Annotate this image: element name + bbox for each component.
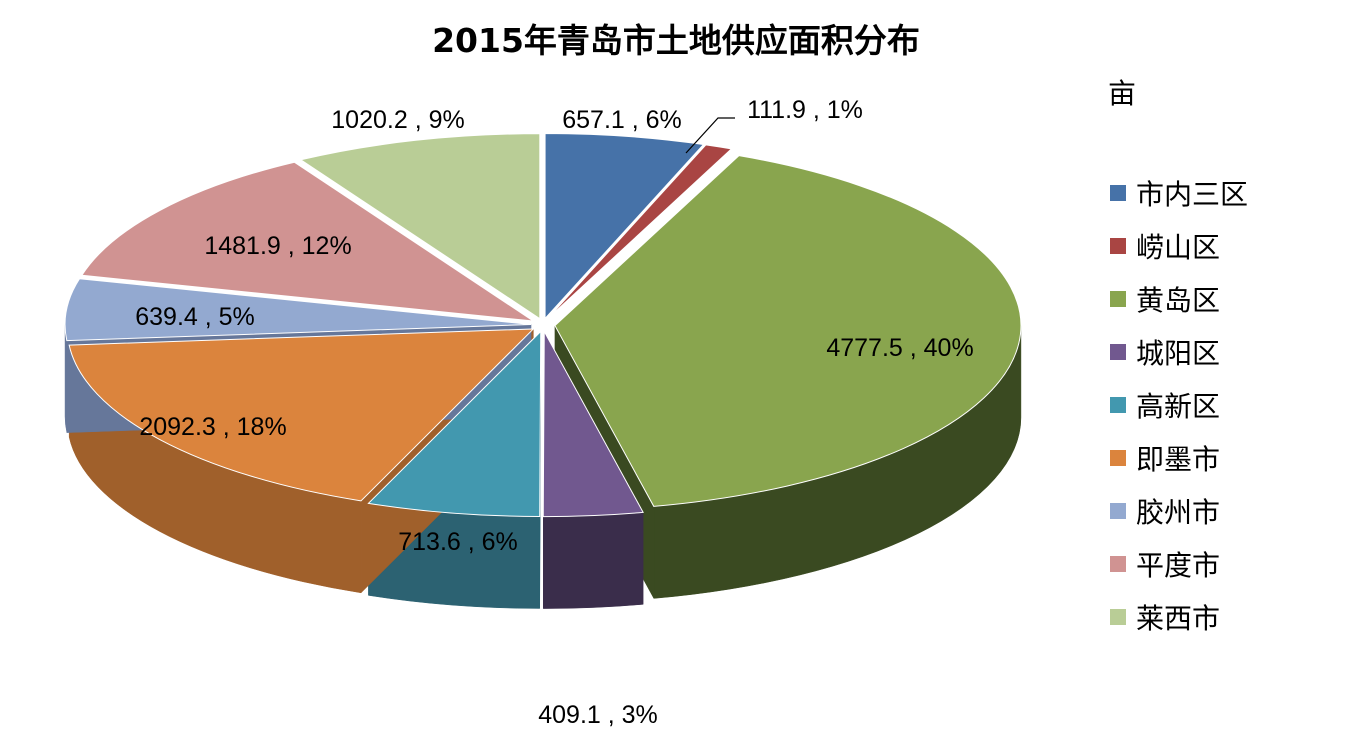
- data-label-5: 2092.3 , 18%: [139, 413, 286, 441]
- legend-label-2: 黄岛区: [1136, 284, 1220, 317]
- data-label-2: 4777.5 , 40%: [826, 334, 973, 362]
- slice-4: [367, 330, 542, 517]
- slice-side-3: [543, 512, 644, 609]
- legend-swatch-1: [1110, 238, 1126, 254]
- slice-5: [68, 328, 535, 502]
- legend-swatch-0: [1110, 185, 1126, 201]
- data-label-8: 1020.2 , 9%: [331, 106, 464, 134]
- legend-swatch-5: [1110, 450, 1126, 466]
- legend-swatch-6: [1110, 503, 1126, 519]
- data-label-6: 639.4 , 5%: [135, 303, 255, 331]
- legend-label-3: 城阳区: [1136, 337, 1220, 370]
- slice-3: [542, 329, 644, 518]
- data-label-4: 713.6 , 6%: [398, 528, 518, 556]
- slice-1: [547, 144, 733, 320]
- legend-swatch-2: [1110, 291, 1126, 307]
- data-label-0: 657.1 , 6%: [562, 106, 682, 134]
- unit-label: 亩: [1108, 77, 1136, 110]
- slice-6: [64, 278, 532, 342]
- legend-label-4: 高新区: [1136, 390, 1220, 423]
- chart-title: 2015年青岛市土地供应面积分布: [432, 21, 920, 60]
- data-label-7: 1481.9 , 12%: [204, 232, 351, 260]
- data-label-1: 111.9 , 1%: [747, 96, 863, 124]
- legend-swatch-7: [1110, 556, 1126, 572]
- data-label-3: 409.1 , 3%: [538, 701, 658, 729]
- legend-label-8: 莱西市: [1136, 602, 1220, 635]
- slice-7: [81, 161, 534, 322]
- pie-tops: [64, 132, 1022, 518]
- slice-8: [299, 133, 541, 320]
- legend-label-6: 胶州市: [1136, 496, 1220, 529]
- slice-2: [554, 155, 1022, 507]
- legend-label-5: 即墨市: [1136, 443, 1220, 476]
- legend-label-0: 市内三区: [1136, 178, 1248, 211]
- leader-line: [685, 117, 735, 154]
- legend-label-7: 平度市: [1136, 549, 1220, 582]
- legend-swatch-4: [1110, 397, 1126, 413]
- slice-0: [544, 132, 705, 320]
- data-labels: 657.1 , 6% 111.9 , 1% 4777.5 , 40% 409.1 , …: [135, 96, 973, 729]
- legend-swatch-3: [1110, 344, 1126, 360]
- legend-label-1: 崂山区: [1136, 231, 1220, 264]
- legend-swatch-8: [1110, 609, 1126, 625]
